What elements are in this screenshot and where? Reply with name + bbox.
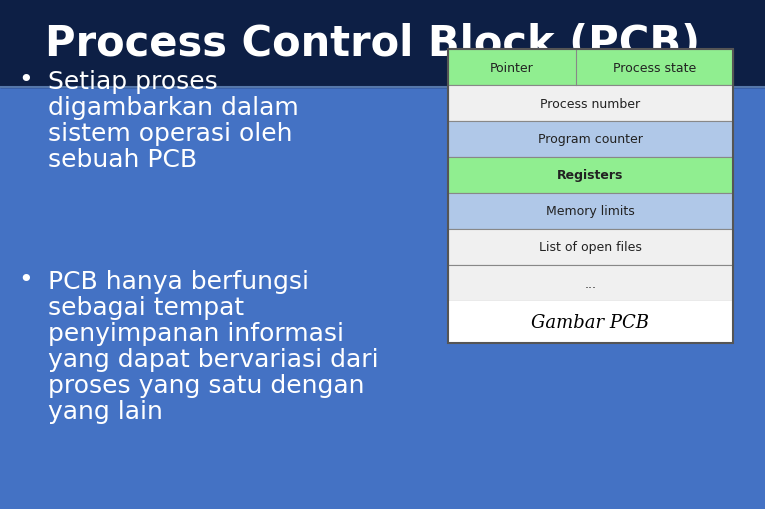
Text: digambarkan dalam: digambarkan dalam	[48, 96, 299, 120]
Bar	[448, 301, 733, 344]
Text: yang dapat bervariasi dari: yang dapat bervariasi dari	[48, 347, 379, 371]
Text: ...: ...	[584, 277, 597, 290]
Text: yang lain: yang lain	[48, 399, 163, 423]
Text: •: •	[18, 68, 33, 92]
Bar	[448, 50, 733, 344]
Bar	[0, 0, 765, 88]
Bar	[448, 50, 733, 86]
Bar	[448, 193, 733, 230]
Text: sebuah PCB: sebuah PCB	[48, 148, 197, 172]
Text: List of open files: List of open files	[539, 241, 642, 254]
Text: PCB hanya berfungsi: PCB hanya berfungsi	[48, 269, 309, 293]
Text: Setiap proses: Setiap proses	[48, 70, 218, 94]
Text: sebagai tempat: sebagai tempat	[48, 295, 244, 319]
Text: sistem operasi oleh: sistem operasi oleh	[48, 122, 292, 146]
Text: Registers: Registers	[558, 169, 623, 182]
Text: Process Control Block (PCB): Process Control Block (PCB)	[45, 23, 700, 65]
Text: Process state: Process state	[613, 62, 696, 74]
Bar	[448, 158, 733, 193]
Bar	[448, 122, 733, 158]
Text: proses yang satu dengan: proses yang satu dengan	[48, 373, 364, 397]
Text: penyimpanan informasi: penyimpanan informasi	[48, 321, 344, 345]
Text: Pointer: Pointer	[490, 62, 534, 74]
Text: Memory limits: Memory limits	[546, 205, 635, 218]
Bar	[448, 230, 733, 266]
Bar	[448, 266, 733, 301]
Text: Program counter: Program counter	[538, 133, 643, 146]
Bar	[448, 86, 733, 122]
Text: Process number: Process number	[540, 97, 640, 110]
Text: Gambar PCB: Gambar PCB	[532, 314, 649, 331]
Text: •: •	[18, 267, 33, 292]
